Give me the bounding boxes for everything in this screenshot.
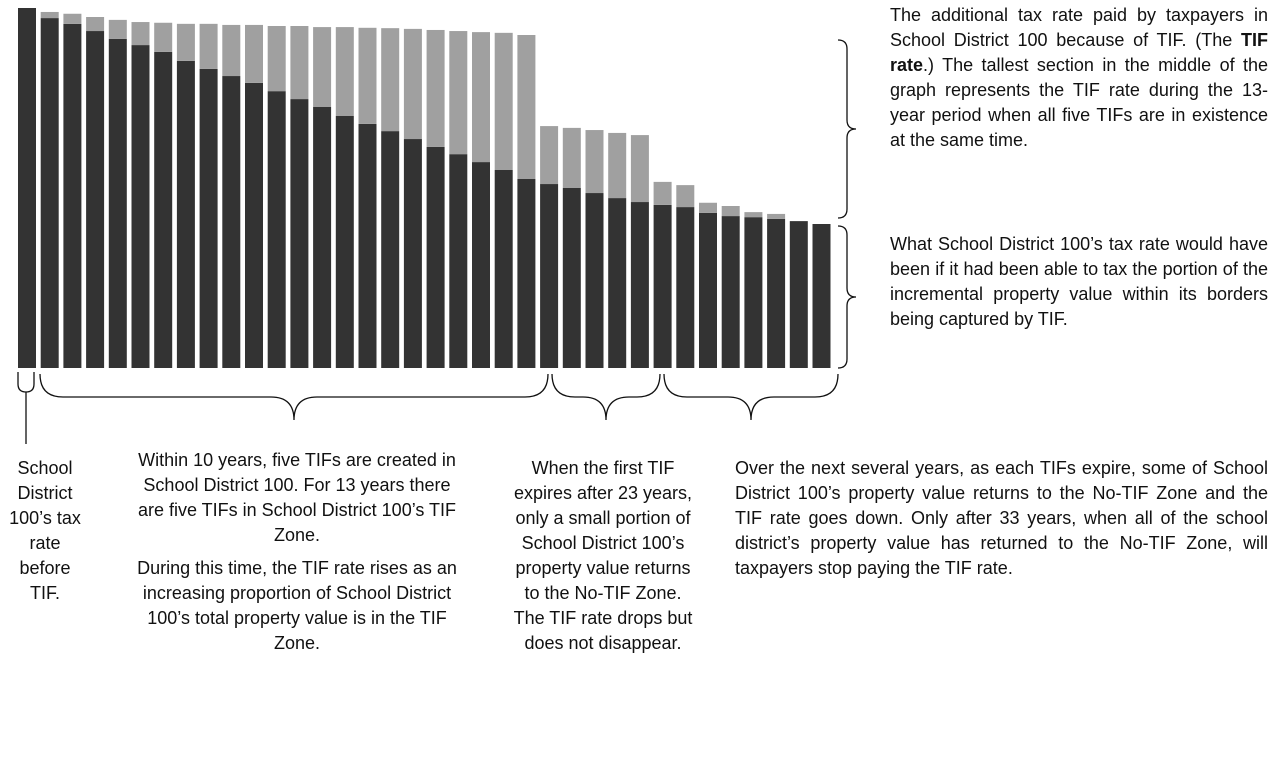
- bar-segment: [540, 126, 559, 185]
- bar-segment: [517, 35, 536, 179]
- before-tif-note: School District 100’s tax rate before TI…: [9, 458, 81, 603]
- bar-segment: [381, 131, 400, 368]
- bar-segment: [199, 68, 218, 368]
- bar-segment: [721, 216, 740, 368]
- note-text: .) The tallest section in the middle of …: [890, 55, 1268, 150]
- first-expiry-note: When the first TIF expires after 23 year…: [513, 458, 693, 653]
- no-tif-note: What School District 100’s tax rate woul…: [890, 234, 1268, 329]
- bar-segment: [199, 23, 218, 69]
- bar-segment: [245, 82, 263, 368]
- bar-segment: [699, 202, 717, 213]
- bar-segment: [222, 24, 241, 77]
- bar-segment: [267, 26, 286, 92]
- bar-segment: [381, 28, 400, 132]
- brace: [17, 372, 35, 444]
- bar-segment: [63, 23, 82, 369]
- bar-segment: [154, 51, 173, 369]
- note-paragraph: Within 10 years, five TIFs are created i…: [137, 450, 457, 545]
- bar-segment: [108, 38, 127, 369]
- bar-segment: [449, 154, 468, 368]
- bar-segment: [131, 22, 150, 46]
- bar-segment: [245, 24, 263, 83]
- bar-segment: [40, 18, 59, 369]
- brace: [39, 373, 549, 421]
- bar-segment: [313, 107, 332, 368]
- bar-segment: [403, 139, 422, 368]
- bar-segment: [335, 27, 354, 116]
- bar-segment: [494, 170, 513, 368]
- bar-segment: [313, 27, 332, 107]
- bar-segment: [721, 206, 740, 217]
- creation-note: Within 10 years, five TIFs are created i…: [132, 448, 462, 664]
- bar-segment: [767, 218, 786, 368]
- bar-segment: [744, 212, 763, 218]
- bar-segment: [108, 19, 127, 39]
- bar-segment: [630, 135, 649, 203]
- bar-segment: [290, 99, 309, 368]
- bar-segment: [812, 224, 831, 368]
- bar-segment: [608, 132, 627, 199]
- bar-segment: [358, 27, 377, 124]
- bar-segment: [176, 23, 195, 61]
- bar-segment: [653, 204, 672, 368]
- bar-segment: [403, 28, 422, 140]
- brace: [837, 39, 857, 219]
- bar-segment: [494, 32, 513, 171]
- bar-segment: [426, 29, 445, 147]
- bar-segment: [472, 162, 490, 368]
- bar-segment: [585, 193, 604, 368]
- bar-segment: [63, 13, 82, 24]
- bar-segment: [86, 31, 105, 368]
- bar-segment: [789, 221, 808, 368]
- bar-segment: [358, 123, 377, 368]
- bar-segment: [335, 116, 354, 368]
- bar-segment: [517, 179, 536, 368]
- bar-segment: [562, 188, 581, 368]
- bar-segment: [426, 146, 445, 368]
- bar-segment: [562, 127, 581, 188]
- note-bold: TIF rate: [890, 30, 1268, 75]
- bar-segment: [676, 207, 695, 368]
- bar-segment: [222, 76, 241, 368]
- bar-segment: [267, 91, 286, 368]
- brace: [551, 373, 661, 421]
- bar-segment: [744, 217, 763, 368]
- bar-segment: [290, 26, 309, 100]
- bar-segment: [540, 184, 559, 368]
- bar-segment: [767, 213, 786, 219]
- bar-segment: [630, 202, 649, 368]
- expiry-note: Over the next several years, as each TIF…: [735, 458, 1268, 578]
- tif-rate-note: The additional tax rate paid by taxpayer…: [890, 3, 1268, 153]
- bar-segment: [86, 17, 105, 32]
- bar-segment: [608, 198, 627, 368]
- bar-segment: [449, 31, 468, 155]
- bar-segment: [40, 11, 59, 19]
- brace: [663, 373, 839, 421]
- note-text: The additional tax rate paid by taxpayer…: [890, 5, 1268, 50]
- note-paragraph: During this time, the TIF rate rises as …: [137, 558, 457, 653]
- bar-segment: [131, 45, 150, 369]
- bar-segment: [18, 8, 36, 368]
- bar-segment: [653, 181, 672, 205]
- brace: [837, 225, 857, 369]
- bar-segment: [585, 130, 604, 194]
- bar-segment: [699, 212, 717, 368]
- bar-segment: [154, 22, 173, 52]
- bar-segment: [472, 32, 490, 163]
- bar-segment: [176, 60, 195, 369]
- bar-segment: [676, 185, 695, 208]
